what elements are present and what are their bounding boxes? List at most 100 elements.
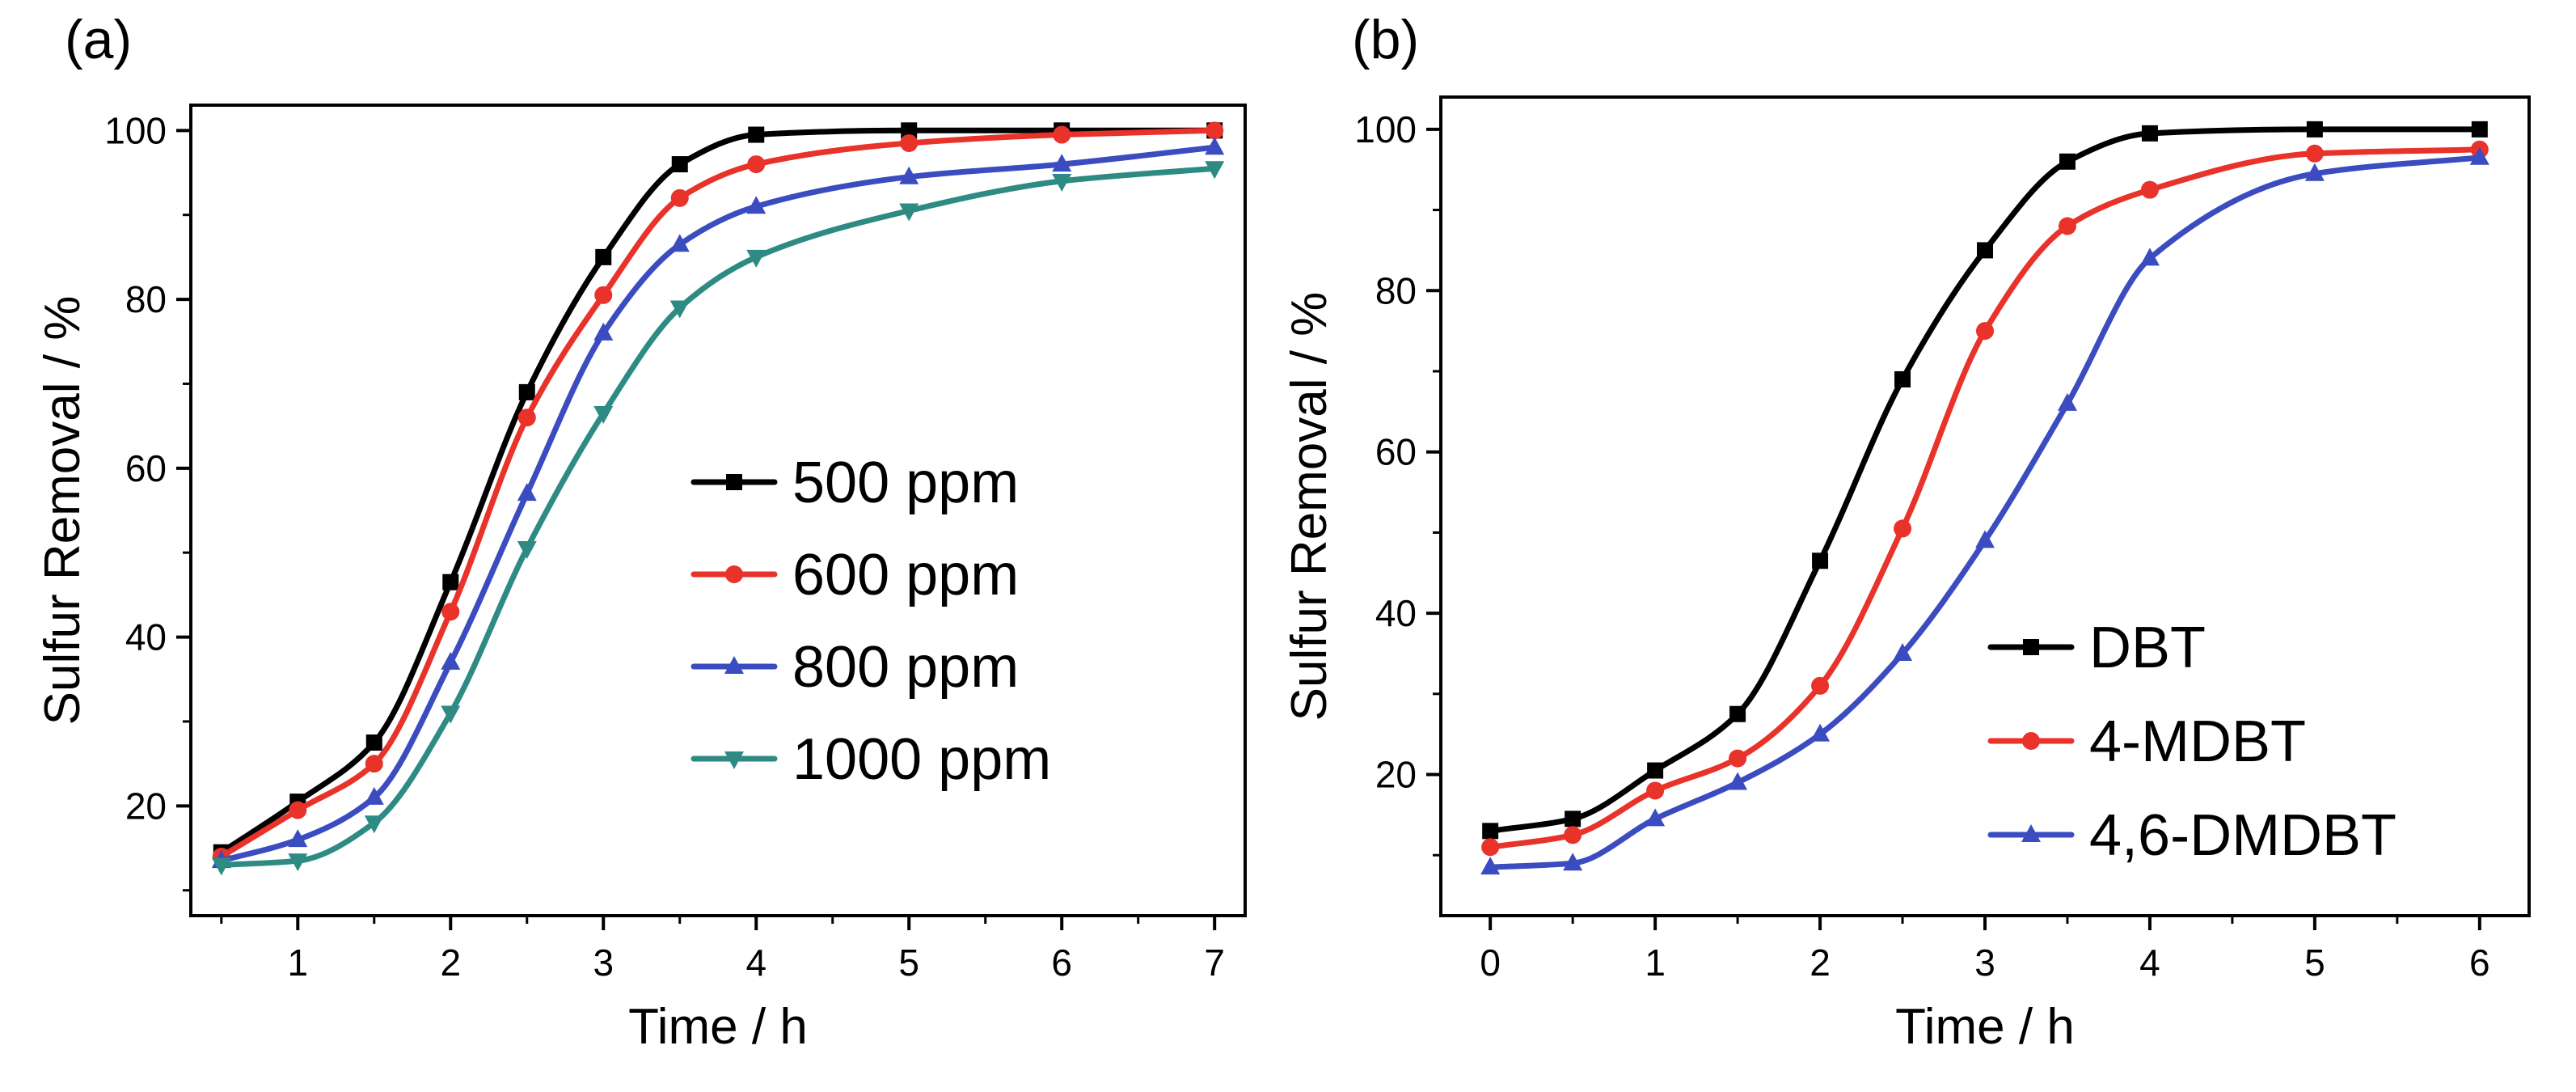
legend-marker <box>725 565 743 583</box>
series-line <box>218 144 1218 864</box>
data-point <box>1977 242 1993 259</box>
data-point <box>365 734 382 751</box>
panel-a: (a) 1 2 3 4 5 6 7 20 40 60 80 100 Time / h Sulfur Remo… <box>35 9 1247 1055</box>
panel-label: (a) <box>65 9 132 70</box>
x-tick-label: 5 <box>2304 942 2325 984</box>
legend: 500 ppm 600 ppm 800 ppm 1000 ppm <box>690 451 1051 792</box>
legend-marker <box>2023 639 2039 655</box>
data-point <box>1052 173 1072 192</box>
data-point <box>595 248 612 265</box>
data-point <box>441 651 461 670</box>
y-tick-label: 80 <box>125 278 167 320</box>
x-axis-label: Time / h <box>1895 999 2075 1055</box>
x-tick-label: 7 <box>1204 942 1225 984</box>
legend-marker <box>724 751 744 769</box>
data-point <box>289 801 307 819</box>
data-point <box>1893 642 1913 661</box>
y-tick-label: 100 <box>1354 108 1417 150</box>
data-point <box>748 126 765 143</box>
series-600-ppm <box>212 121 1224 866</box>
data-point <box>2140 180 2159 199</box>
legend-label: 1000 ppm <box>792 727 1051 792</box>
data-point <box>441 603 460 621</box>
legend-label: DBT <box>2089 616 2206 680</box>
legend-label: 4,6-DMDBT <box>2089 803 2397 868</box>
x-tick-label: 2 <box>440 942 461 984</box>
series-500-ppm <box>213 122 1223 861</box>
data-point <box>1564 826 1582 844</box>
data-point <box>900 133 918 152</box>
y-tick-label: 60 <box>1375 431 1417 473</box>
data-point <box>1563 853 1583 871</box>
y-tick-label: 20 <box>1375 754 1417 796</box>
y-tick-label: 20 <box>125 785 167 827</box>
data-point <box>747 155 766 174</box>
data-point <box>441 705 461 724</box>
data-point <box>1729 749 1747 768</box>
legend-label: 4-MDBT <box>2089 709 2306 774</box>
data-point <box>364 815 384 834</box>
x-tick-label: 3 <box>1974 942 1995 984</box>
legend-marker <box>2022 732 2040 750</box>
data-point <box>593 322 614 341</box>
panel-b: (b) 0 1 2 3 4 5 6 20 40 60 80 100 Time / h Sulfur Remo… <box>1282 9 2531 1055</box>
data-point <box>518 383 535 400</box>
series-dbt <box>1482 121 2488 840</box>
data-point <box>1052 154 1072 172</box>
data-point <box>746 196 766 214</box>
data-point <box>517 540 537 559</box>
y-tick-label: 80 <box>1375 269 1417 311</box>
data-point <box>1728 772 1748 790</box>
data-point <box>1480 857 1501 875</box>
data-point <box>1053 125 1071 144</box>
data-point <box>1481 838 1500 857</box>
y-tick-label: 40 <box>1375 592 1417 634</box>
x-tick-label: 1 <box>1645 942 1666 984</box>
series-800-ppm <box>211 137 1225 869</box>
data-point <box>442 574 459 590</box>
data-point <box>364 786 384 805</box>
data-point <box>517 408 536 427</box>
data-point <box>899 166 919 184</box>
data-point <box>365 755 383 773</box>
data-point <box>211 857 231 876</box>
data-point <box>1894 519 1912 538</box>
data-point <box>1810 723 1831 742</box>
data-point <box>2305 144 2324 163</box>
data-point <box>2058 217 2076 235</box>
x-tick-label: 1 <box>287 942 308 984</box>
x-tick-label: 4 <box>2139 942 2160 984</box>
data-point <box>2059 153 2076 170</box>
axes-frame <box>1439 95 2531 917</box>
data-point <box>671 156 688 173</box>
data-point <box>2471 121 2488 138</box>
data-point <box>1811 676 1830 695</box>
data-point <box>899 203 919 222</box>
y-tick-label: 40 <box>125 616 167 658</box>
data-point <box>1482 823 1499 840</box>
data-point <box>1206 121 1224 140</box>
axes-frame <box>189 104 1247 917</box>
data-point <box>2304 163 2325 181</box>
data-point <box>1205 161 1225 180</box>
data-point <box>2469 146 2489 165</box>
legend-label: 600 ppm <box>792 543 1019 607</box>
data-point <box>1205 137 1225 155</box>
legend-marker <box>724 656 744 674</box>
x-tick-label: 5 <box>898 942 919 984</box>
data-point <box>2306 121 2323 138</box>
panel-label: (b) <box>1352 9 1419 70</box>
data-point <box>288 829 308 848</box>
x-tick-label: 4 <box>745 942 766 984</box>
data-point <box>669 234 690 252</box>
data-point <box>288 853 308 872</box>
data-point <box>1565 811 1581 827</box>
data-point <box>746 249 766 268</box>
x-tick-label: 2 <box>1810 942 1831 984</box>
x-tick-label: 3 <box>593 942 614 984</box>
y-tick-label: 100 <box>104 109 167 151</box>
series-4-6-dmdbt <box>1480 146 2489 875</box>
y-axis-label: Sulfur Removal / % <box>35 296 91 726</box>
data-point <box>2139 248 2160 266</box>
